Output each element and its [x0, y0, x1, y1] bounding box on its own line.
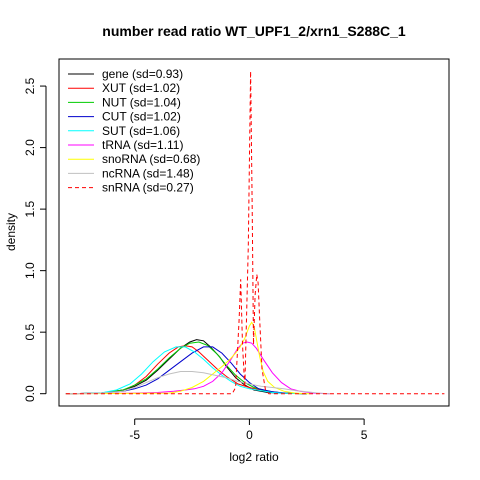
- y-tick-label: 0.5: [23, 324, 37, 341]
- series-line-8: [65, 71, 445, 395]
- legend-label-0: gene (sd=0.93): [102, 67, 183, 81]
- series-line-2: [65, 341, 307, 395]
- legend-label-4: SUT (sd=1.06): [102, 124, 180, 138]
- chart-title: number read ratio WT_UPF1_2/xrn1_S288C_1: [102, 23, 406, 39]
- legend-label-3: CUT (sd=1.02): [102, 110, 181, 124]
- legend-label-2: NUT (sd=1.04): [102, 95, 181, 109]
- y-axis-label: density: [4, 213, 18, 251]
- y-tick-label: 1.0: [23, 262, 37, 279]
- legend-label-6: snoRNA (sd=0.68): [102, 152, 200, 166]
- y-tick-label: 2.5: [23, 77, 37, 94]
- x-tick-label: -5: [129, 428, 140, 442]
- y-tick-label: 2.0: [23, 139, 37, 156]
- x-tick-label: 0: [246, 428, 253, 442]
- y-tick-label: 0.0: [23, 385, 37, 402]
- series-line-3: [65, 346, 307, 395]
- legend-label-5: tRNA (sd=1.11): [102, 138, 183, 152]
- plot-frame: [58, 58, 450, 407]
- x-axis: -5 0 5: [129, 418, 368, 442]
- x-tick-label: 5: [361, 428, 368, 442]
- legend-label-7: ncRNA (sd=1.48): [102, 166, 194, 180]
- series-line-6: [65, 321, 310, 395]
- x-axis-label: log2 ratio: [229, 450, 279, 464]
- series-line-4: [65, 346, 307, 395]
- legend: gene (sd=0.93)XUT (sd=1.02)NUT (sd=1.04)…: [68, 67, 200, 195]
- curves-group: [65, 71, 445, 395]
- y-tick-label: 1.5: [23, 200, 37, 217]
- legend-label-8: snRNA (sd=0.27): [102, 181, 194, 195]
- legend-label-1: XUT (sd=1.02): [102, 81, 180, 95]
- y-axis: 0.0 0.5 1.0 1.5 2.0 2.5: [23, 77, 47, 402]
- series-line-7: [65, 371, 330, 395]
